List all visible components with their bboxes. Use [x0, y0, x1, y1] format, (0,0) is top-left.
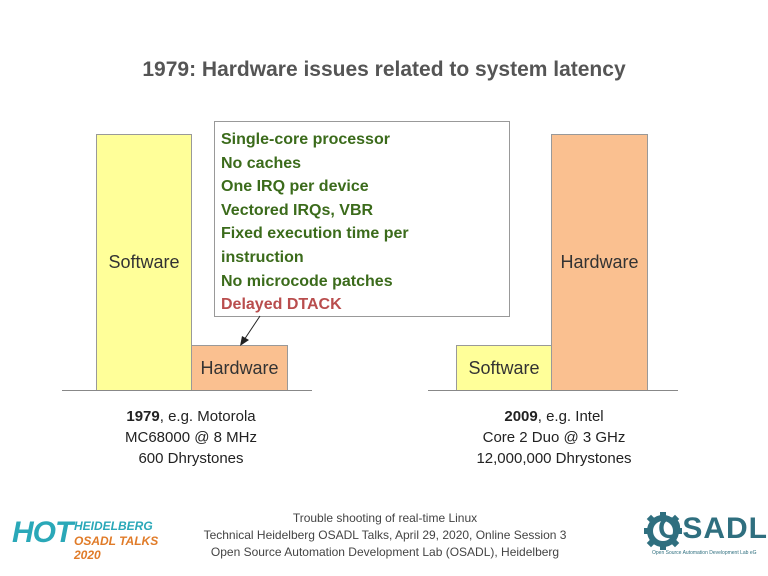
- bar-2009-software-label: Software: [468, 357, 540, 378]
- hot-logo-line1: HEIDELBERG: [74, 519, 153, 533]
- bar-1979-hardware: Hardware: [191, 345, 288, 391]
- caption-1979-cpu: , e.g. Motorola: [159, 408, 256, 425]
- caption-2009-clock: Core 2 Duo @ 3 GHz: [482, 429, 626, 446]
- footer-line: Trouble shooting of real-time Linux: [292, 511, 478, 525]
- hot-heidelberg-logo: HOT HEIDELBERG OSADL TALKS 2020: [12, 516, 172, 562]
- slide-title: 1979: Hardware issues related to system …: [142, 58, 626, 81]
- bar-1979-software: Software: [96, 134, 192, 391]
- baseline-2009: [428, 390, 678, 391]
- caption-1979-dhrystones: 600 Dhrystones: [138, 450, 244, 467]
- osadl-logo-tagline: Open Source Automation Development Lab e…: [652, 550, 757, 556]
- gear-icon: [644, 512, 682, 550]
- callout-box: Single-core processor No caches One IRQ …: [214, 121, 510, 317]
- callout-pointer-arrow: [240, 315, 261, 346]
- caption-1979: 1979, e.g. Motorola MC68000 @ 8 MHz 600 …: [86, 406, 296, 469]
- bar-2009-hardware-label: Hardware: [560, 252, 639, 272]
- callout-line: instruction: [221, 248, 304, 266]
- bar-2009-software: Software: [456, 345, 552, 391]
- hot-logo-mark: HOT: [12, 516, 73, 549]
- callout-line: Vectored IRQs, VBR: [221, 201, 374, 219]
- caption-1979-clock: MC68000 @ 8 MHz: [125, 429, 257, 446]
- caption-2009: 2009, e.g. Intel Core 2 Duo @ 3 GHz 12,0…: [444, 406, 664, 469]
- caption-1979-year: 1979: [126, 408, 160, 425]
- baseline-1979: [62, 390, 312, 391]
- bar-1979-software-label: Software: [108, 252, 180, 272]
- callout-line: One IRQ per device: [221, 178, 369, 196]
- caption-2009-cpu: , e.g. Intel: [537, 408, 604, 425]
- footer: Trouble shooting of real-time Linux Tech…: [190, 510, 580, 561]
- callout-highlight: Delayed DTACK: [221, 296, 342, 314]
- footer-line: Open Source Automation Development Lab (…: [210, 545, 560, 559]
- caption-2009-year: 2009: [504, 408, 538, 425]
- hot-logo-line2: OSADL TALKS 2020: [74, 534, 159, 562]
- caption-2009-dhrystones: 12,000,000 Dhrystones: [476, 450, 632, 467]
- osadl-logo-mark: OSADL: [658, 512, 768, 545]
- bar-1979-hardware-label: Hardware: [200, 357, 279, 378]
- callout-line: Fixed execution time per: [221, 225, 409, 243]
- osadl-logo: OSADL Open Source Automation Development…: [640, 510, 767, 560]
- footer-line: Technical Heidelberg OSADL Talks, April …: [203, 528, 567, 542]
- callout-line: No caches: [221, 154, 302, 172]
- bar-2009-hardware: Hardware: [551, 134, 648, 391]
- callout-line: Single-core processor: [221, 131, 390, 148]
- callout-line: No microcode patches: [221, 272, 393, 290]
